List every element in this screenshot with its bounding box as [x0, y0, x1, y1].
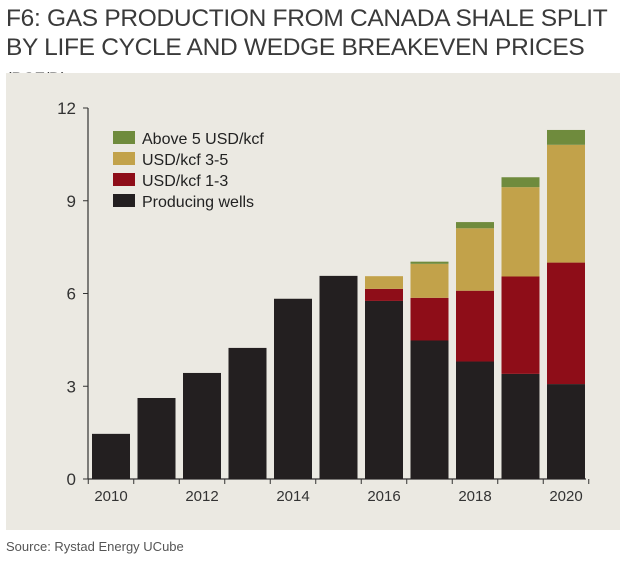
- bar-above-5-usd-kcf-2017: [410, 261, 449, 264]
- legend-swatch: [113, 173, 135, 186]
- legend-swatch: [113, 194, 135, 207]
- bar-usd-kcf-1-3-2019: [501, 276, 540, 374]
- bar-usd-kcf-3-5-2018: [456, 228, 494, 291]
- bar-producing-wells-2011: [137, 397, 176, 479]
- legend-swatch: [113, 152, 135, 165]
- y-tick-label: 9: [67, 192, 76, 211]
- bar-above-5-usd-kcf-2020: [547, 129, 585, 145]
- y-tick-label: 3: [67, 377, 76, 396]
- x-tick-label: 2020: [549, 488, 582, 505]
- y-tick-label: 0: [67, 470, 76, 489]
- title-line-2-text: BY LIFE CYCLE AND WEDGE BREAKEVEN PRICES: [6, 34, 585, 61]
- legend-label: USD/kcf 3-5: [142, 152, 228, 169]
- legend-label: USD/kcf 1-3: [142, 173, 228, 190]
- y-tick-label: 12: [57, 99, 76, 118]
- legend-label: Producing wells: [142, 194, 254, 211]
- x-tick-label: 2010: [94, 488, 127, 505]
- bar-usd-kcf-1-3-2018: [456, 290, 494, 362]
- bar-producing-wells-2018: [456, 361, 494, 479]
- bar-producing-wells-2013: [228, 347, 267, 479]
- x-tick-label: 2012: [185, 488, 218, 505]
- bar-producing-wells-2020: [547, 384, 585, 479]
- x-tick-label: 2018: [458, 488, 491, 505]
- chart-panel: 0 3 6 9 12 2010 2012 2014 2016 2018 2020 Above 5 US…: [6, 73, 620, 530]
- bar-usd-kcf-3-5-2017: [410, 263, 449, 298]
- title-line-1: F6: GAS PRODUCTION FROM CANADA SHALE SPL…: [6, 5, 608, 32]
- source-note: Source: Rystad Energy UCube: [6, 539, 184, 554]
- bar-usd-kcf-1-3-2020: [547, 262, 585, 385]
- x-tick-label: 2016: [367, 488, 400, 505]
- legend-swatch: [113, 131, 135, 144]
- title-line-2: BY LIFE CYCLE AND WEDGE BREAKEVEN PRICES…: [6, 33, 636, 93]
- bar-usd-kcf-3-5-2016: [365, 276, 403, 289]
- bar-usd-kcf-3-5-2019: [501, 187, 540, 277]
- bar-above-5-usd-kcf-2018: [456, 222, 494, 229]
- bar-producing-wells-2016: [365, 300, 403, 479]
- y-tick-label: 6: [67, 285, 76, 304]
- x-tick-label: 2014: [276, 488, 309, 505]
- bar-usd-kcf-1-3-2016: [365, 288, 403, 301]
- bar-producing-wells-2012: [183, 372, 221, 479]
- bar-producing-wells-2015: [319, 275, 358, 479]
- bar-usd-kcf-3-5-2020: [547, 144, 585, 263]
- bar-above-5-usd-kcf-2019: [501, 177, 540, 188]
- stacked-bar-chart: 0 3 6 9 12 2010 2012 2014 2016 2018 2020 Above 5 US…: [57, 99, 590, 505]
- chart-title: F6: GAS PRODUCTION FROM CANADA SHALE SPL…: [6, 4, 636, 93]
- bar-producing-wells-2017: [410, 340, 449, 479]
- bar-producing-wells-2010: [92, 433, 130, 479]
- bar-usd-kcf-1-3-2017: [410, 297, 449, 341]
- bar-producing-wells-2019: [501, 373, 540, 479]
- legend-label: Above 5 USD/kcf: [142, 131, 264, 148]
- bar-producing-wells-2014: [274, 298, 312, 479]
